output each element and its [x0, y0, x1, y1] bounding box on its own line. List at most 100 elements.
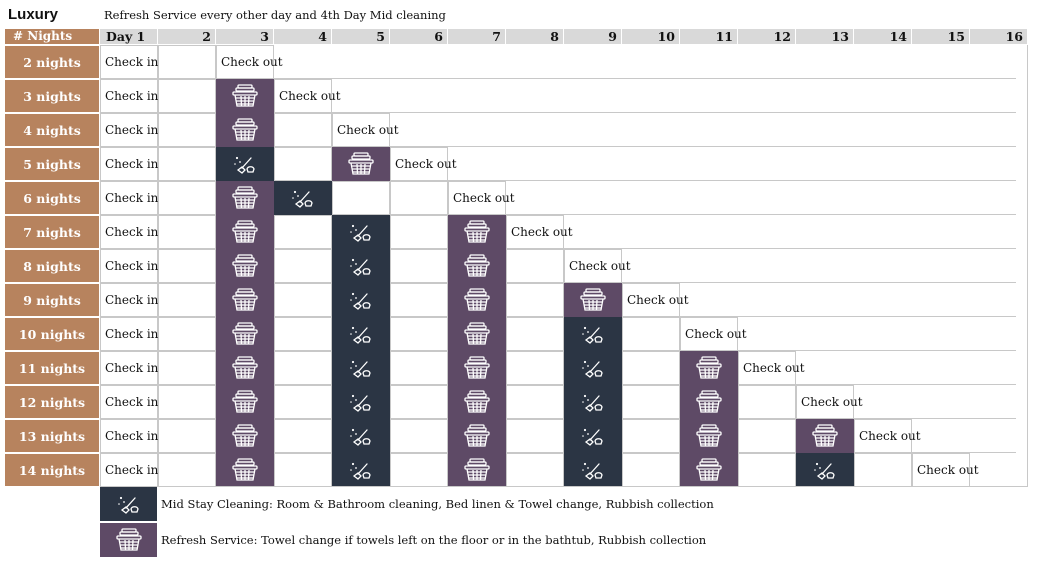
nights-header: # Nights [5, 29, 99, 44]
laundry-basket-icon [232, 254, 258, 277]
refresh-service-cell [216, 351, 274, 385]
broom-sparkle-icon [350, 292, 371, 310]
laundry-basket-icon [464, 390, 490, 413]
row-label: 6 nights [5, 182, 99, 214]
mid-stay-cleaning-cell [216, 147, 274, 181]
laundry-basket-icon [696, 356, 722, 379]
laundry-basket-icon [464, 220, 490, 243]
check-in-cell: Check in [100, 453, 158, 487]
refresh-service-cell [796, 419, 854, 453]
check-out-cell: Check out [390, 147, 457, 181]
empty-cell [622, 317, 680, 351]
row-label: 10 nights [5, 318, 99, 350]
mid-stay-cleaning-cell [332, 419, 390, 453]
refresh-service-cell [216, 317, 274, 351]
row-label: 11 nights [5, 352, 99, 384]
mid-stay-cleaning-cell [332, 351, 390, 385]
empty-cell [158, 79, 216, 113]
empty-cell [274, 419, 332, 453]
empty-cell [274, 147, 332, 181]
empty-cell [390, 453, 448, 487]
empty-cell [390, 317, 448, 351]
laundry-basket-icon [232, 356, 258, 379]
mid-stay-cleaning-cell [564, 453, 622, 487]
refresh-service-cell [216, 215, 274, 249]
laundry-basket-icon [115, 528, 142, 551]
broom-sparkle-icon [350, 462, 371, 480]
laundry-basket-icon [232, 186, 258, 209]
empty-cell [738, 385, 796, 419]
refresh-service-cell [448, 317, 506, 351]
day-header: 5 [332, 29, 390, 44]
legend-refresh-text: Refresh Service: Towel change if towels … [161, 533, 707, 547]
laundry-basket-icon [696, 390, 722, 413]
broom-sparkle-icon [582, 394, 603, 412]
mid-stay-cleaning-cell [796, 453, 854, 487]
empty-cell [274, 215, 332, 249]
laundry-basket-icon [348, 152, 374, 175]
laundry-basket-icon [464, 322, 490, 345]
mid-stay-cleaning-cell [332, 249, 390, 283]
legend-refresh-icon [100, 523, 157, 557]
empty-cell [274, 249, 332, 283]
refresh-service-cell [216, 419, 274, 453]
empty-cell [274, 351, 332, 385]
empty-cell [158, 215, 216, 249]
check-in-cell: Check in [100, 419, 158, 453]
empty-cell [854, 453, 912, 487]
refresh-service-cell [216, 113, 274, 147]
check-in-cell: Check in [100, 113, 158, 147]
broom-sparkle-icon [350, 394, 371, 412]
check-in-cell: Check in [100, 351, 158, 385]
day-header: 11 [680, 29, 738, 44]
row-label: 12 nights [5, 386, 99, 418]
page-title: Luxury [8, 6, 59, 23]
empty-cell [332, 181, 390, 215]
check-in-cell: Check in [100, 45, 158, 79]
refresh-service-cell [448, 249, 506, 283]
refresh-service-cell [680, 385, 738, 419]
day-header: 13 [796, 29, 854, 44]
mid-stay-cleaning-cell [332, 317, 390, 351]
refresh-service-cell [448, 419, 506, 453]
check-in-cell: Check in [100, 147, 158, 181]
refresh-service-cell [680, 419, 738, 453]
check-out-cell: Check out [216, 45, 283, 79]
row-frame [100, 147, 1016, 181]
broom-sparkle-icon [350, 326, 371, 344]
empty-cell [158, 453, 216, 487]
empty-cell [158, 113, 216, 147]
empty-cell [622, 385, 680, 419]
refresh-service-cell [216, 385, 274, 419]
day-header: 3 [216, 29, 274, 44]
row-frame [100, 181, 1016, 215]
empty-cell [390, 283, 448, 317]
check-out-cell: Check out [680, 317, 747, 351]
empty-cell [158, 249, 216, 283]
empty-cell [506, 419, 564, 453]
empty-cell [158, 385, 216, 419]
laundry-basket-icon [232, 118, 258, 141]
row-label: 5 nights [5, 148, 99, 180]
empty-cell [158, 419, 216, 453]
row-label: 14 nights [5, 454, 99, 486]
empty-cell [390, 215, 448, 249]
laundry-basket-icon [464, 356, 490, 379]
check-out-cell: Check out [564, 249, 631, 283]
empty-cell [390, 351, 448, 385]
refresh-service-cell [216, 79, 274, 113]
day-header: 10 [622, 29, 680, 44]
check-in-cell: Check in [100, 317, 158, 351]
refresh-service-cell [216, 181, 274, 215]
mid-stay-cleaning-cell [332, 385, 390, 419]
empty-cell [158, 147, 216, 181]
refresh-service-cell [680, 453, 738, 487]
empty-cell [622, 419, 680, 453]
broom-sparkle-icon [117, 496, 139, 514]
empty-cell [158, 351, 216, 385]
broom-sparkle-icon [350, 360, 371, 378]
empty-cell [506, 453, 564, 487]
mid-stay-cleaning-cell [332, 453, 390, 487]
broom-sparkle-icon [350, 224, 371, 242]
refresh-service-cell [448, 351, 506, 385]
